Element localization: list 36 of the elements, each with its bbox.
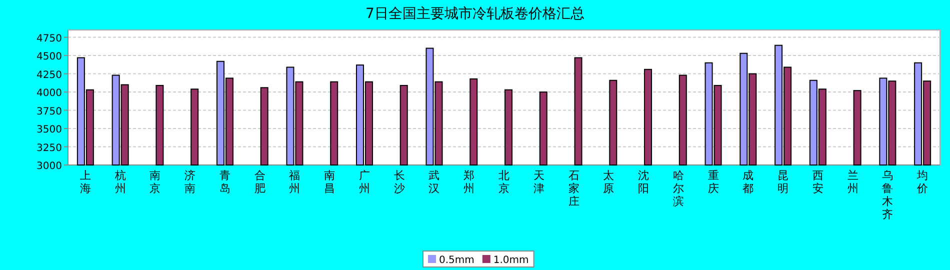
- x-tick-label: 兰州: [847, 169, 858, 195]
- x-tick-label: 广州: [358, 169, 370, 195]
- y-tick-label: 3500: [36, 124, 62, 136]
- x-tick-label: 石家庄: [568, 169, 580, 208]
- x-tick-label: 昆明: [778, 169, 789, 195]
- x-tick-label: 武汉: [428, 169, 440, 195]
- x-tick-label: 郑州: [464, 169, 475, 195]
- x-tick-label: 太原: [603, 169, 614, 195]
- x-tick-label: 杭州: [114, 169, 126, 195]
- x-tick-label: 西安: [812, 169, 824, 195]
- x-tick-label: 长沙: [394, 169, 405, 195]
- y-tick-label: 3250: [36, 142, 62, 154]
- legend-label: 0.5mm: [439, 255, 474, 266]
- y-tick-label: 4750: [36, 33, 62, 44]
- y-tick-label: 4000: [36, 88, 62, 100]
- x-tick-label: 沈阳: [638, 169, 650, 195]
- y-tick-label: 4500: [36, 52, 62, 63]
- x-tick-label: 上海: [80, 169, 91, 195]
- legend-label: 1.0mm: [493, 255, 529, 266]
- x-tick-label: 北京: [498, 169, 510, 195]
- x-tick-label: 重庆: [708, 169, 719, 195]
- x-tick-label: 均价: [916, 169, 928, 195]
- x-tick-label: 南昌: [324, 169, 336, 195]
- x-tick-label: 合肥: [254, 169, 266, 195]
- x-tick-label: 南京: [150, 169, 161, 195]
- x-tick-label: 天津: [533, 169, 544, 195]
- chart-title: 7日全国主要城市冷轧板卷价格汇总: [366, 6, 584, 22]
- y-tick-label: 3000: [36, 161, 62, 172]
- x-tick-label: 福州: [289, 169, 300, 195]
- x-tick-label: 哈尔滨: [672, 169, 684, 208]
- y-tick-label: 4250: [36, 70, 62, 81]
- x-tick-label: 青岛: [219, 169, 230, 195]
- x-tick-label: 乌鲁木齐: [882, 169, 894, 221]
- y-tick-label: 3750: [36, 106, 62, 118]
- x-tick-label: 成都: [742, 169, 754, 195]
- x-tick-label: 济南: [184, 169, 196, 195]
